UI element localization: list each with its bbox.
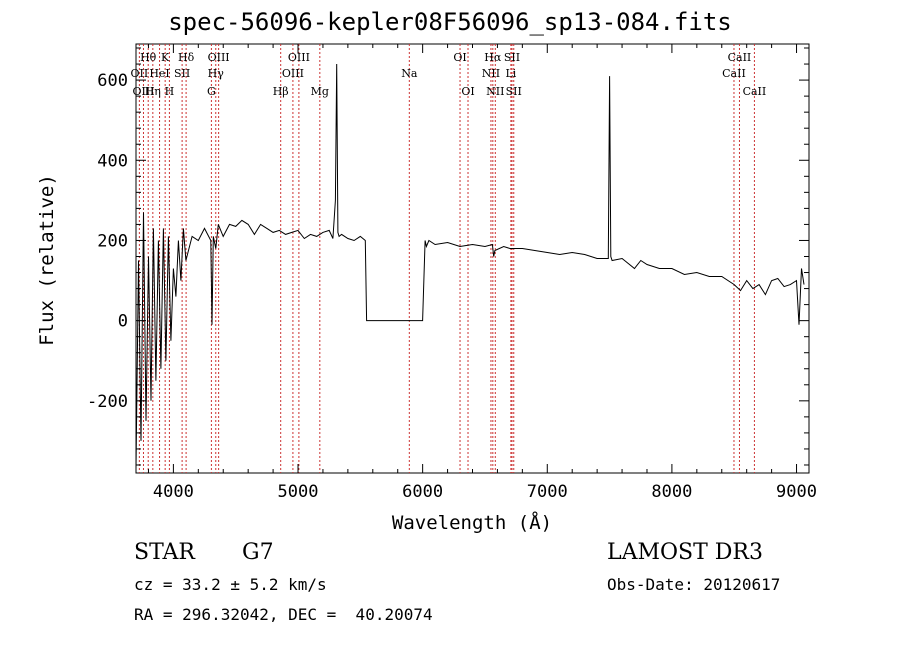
emission-line-label: SII <box>174 67 190 80</box>
star-class: STAR <box>134 540 195 565</box>
y-tick-label: 600 <box>97 71 128 91</box>
emission-line-label: Hδ <box>178 51 195 64</box>
emission-line-label: SII <box>506 85 522 98</box>
subclass: G7 <box>242 540 274 565</box>
emission-line-label: Na <box>401 67 418 80</box>
emission-line-label: CaII <box>722 67 746 80</box>
emission-line-label: OIII <box>288 51 310 64</box>
chart-title: spec-56096-kepler08F56096_sp13-084.fits <box>168 8 732 36</box>
x-tick-label: 6000 <box>402 482 443 502</box>
emission-line-label: K <box>161 51 170 64</box>
emission-line-label: Hη <box>145 85 161 98</box>
y-tick-label: 0 <box>118 312 128 332</box>
emission-line-label: OIII <box>208 51 230 64</box>
emission-line-label: SII <box>504 51 520 64</box>
emission-line-label: OI <box>461 85 474 98</box>
x-tick-label: 7000 <box>527 482 568 502</box>
emission-line-label: CaII <box>743 85 767 98</box>
x-tick-label: 9000 <box>776 482 817 502</box>
obs-date: Obs-Date: 20120617 <box>607 575 781 594</box>
emission-line-label: CaII <box>728 51 752 64</box>
emission-line-label: Mg <box>311 85 329 98</box>
emission-line-label: Hβ <box>273 85 289 98</box>
emission-line-label: OIII <box>282 67 304 80</box>
spectrum-line <box>135 63 805 470</box>
plot-frame <box>135 43 810 474</box>
x-tick-label: 5000 <box>278 482 319 502</box>
redshift-cz: cz = 33.2 ± 5.2 km/s <box>134 575 327 594</box>
x-tick-label: 8000 <box>651 482 692 502</box>
emission-line-label: Li <box>505 67 516 80</box>
emission-line-label: Hα <box>484 51 502 64</box>
emission-line-label: Hγ <box>208 67 225 80</box>
survey-name: LAMOST DR3 <box>607 540 763 565</box>
emission-line-label: H <box>165 85 175 98</box>
y-tick-label: -200 <box>87 392 128 412</box>
emission-line-label: OIII <box>132 85 154 98</box>
emission-line-label: NII <box>486 85 504 98</box>
emission-line-label: OI <box>453 51 466 64</box>
emission-line-label: G <box>207 85 216 98</box>
y-tick-label: 400 <box>97 151 128 171</box>
emission-line-label: Hθ <box>140 51 157 64</box>
x-axis-label: Wavelength (Å) <box>392 511 552 534</box>
y-axis-label: Flux (relative) <box>36 174 58 346</box>
coordinates: RA = 296.32042, DEC = 40.20074 <box>134 605 433 624</box>
emission-line-label: HeI <box>149 67 169 80</box>
y-tick-label: 200 <box>97 231 128 251</box>
x-tick-label: 4000 <box>153 482 194 502</box>
emission-line-label: OII <box>131 67 149 80</box>
emission-line-label: NII <box>482 67 500 80</box>
